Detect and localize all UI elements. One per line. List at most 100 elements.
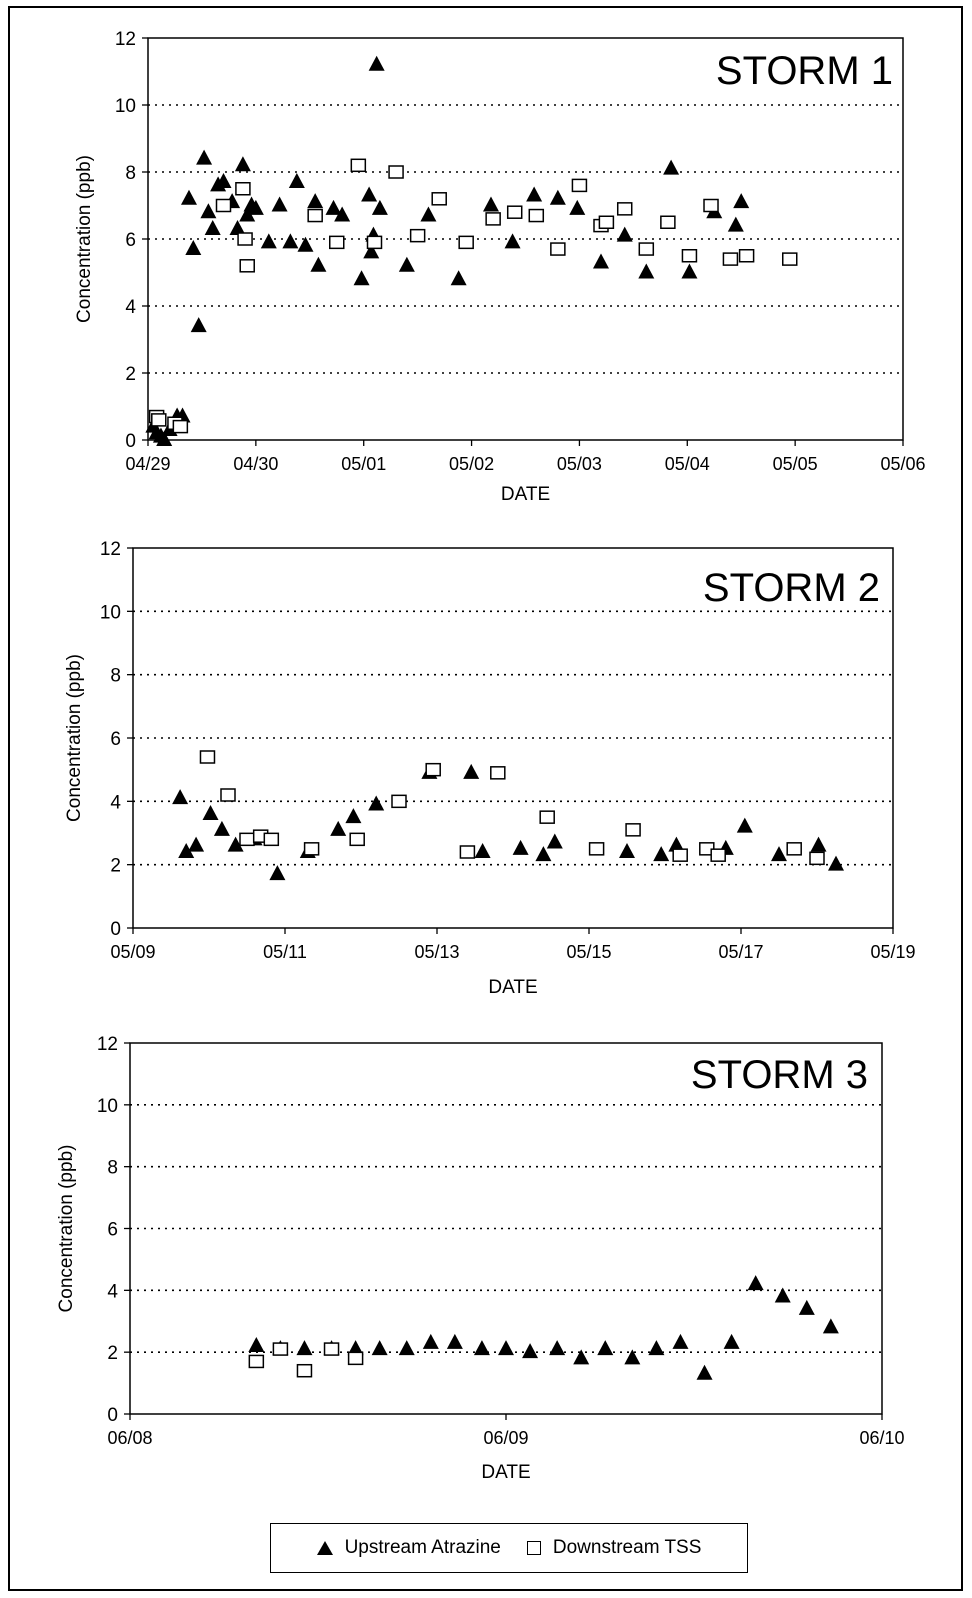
atrazine-point: [663, 159, 680, 175]
legend-label-atrazine: Upstream Atrazine: [344, 1537, 501, 1558]
atrazine-point: [736, 817, 753, 833]
atrazine-point: [774, 1287, 791, 1303]
tss-point: [215, 198, 232, 213]
y-tick-label: 10: [97, 1096, 118, 1117]
tss-point: [431, 192, 447, 206]
y-tick-label: 8: [107, 1158, 118, 1179]
x-tick-label: 05/05: [773, 454, 818, 474]
storm-1-chart: 0 2 4 6 8 10 12 04/29 04/30 05/01 05/02 05/03 05/04 0…: [74, 29, 926, 505]
atrazine-point: [822, 1318, 839, 1334]
tss-point: [239, 259, 255, 273]
atrazine-point: [347, 1340, 364, 1356]
tss-point: [248, 1354, 265, 1369]
atrazine-point: [569, 199, 586, 215]
tss-point: [391, 794, 407, 809]
tss-point: [307, 208, 323, 223]
atrazine-point: [446, 1333, 463, 1349]
atrazine-point: [188, 836, 205, 852]
atrazine-point: [204, 219, 221, 235]
x-tick-label: 05/11: [263, 942, 307, 962]
tss-point: [263, 832, 280, 847]
atrazine-point: [473, 1340, 490, 1356]
atrazine-point: [239, 206, 256, 222]
legend: Upstream Atrazine Downstream TSS: [270, 1523, 748, 1573]
y-tick-label: 4: [110, 792, 121, 813]
atrazine-point: [307, 193, 324, 209]
tss-point: [388, 165, 404, 179]
atrazine-point: [371, 199, 388, 215]
legend-item-tss: Downstream TSS: [526, 1537, 701, 1559]
atrazine-point: [828, 855, 844, 871]
x-tick-label: 05/01: [341, 454, 386, 474]
tss-point: [571, 178, 588, 193]
tss-point: [458, 235, 474, 250]
legend-item-atrazine: Upstream Atrazine: [316, 1537, 501, 1559]
tss-point: [638, 242, 655, 256]
atrazine-point: [247, 199, 264, 215]
y-tick-label: 12: [115, 29, 136, 50]
x-tick-label: 05/17: [718, 942, 763, 962]
y-tick-label: 12: [97, 1034, 118, 1055]
tss-point: [272, 1342, 289, 1356]
tss-point: [199, 750, 216, 764]
x-tick-label: 06/09: [483, 1428, 528, 1448]
atrazine-point: [422, 1333, 439, 1349]
atrazine-point: [450, 270, 467, 286]
atrazine-point: [296, 1340, 313, 1356]
tss-point: [220, 788, 236, 802]
atrazine-point: [213, 820, 230, 836]
y-tick-label: 10: [100, 602, 121, 623]
y-tick-label: 8: [125, 163, 136, 184]
atrazine-point: [420, 206, 437, 222]
chart-title: STORM 2: [703, 566, 880, 610]
tss-point: [303, 842, 320, 856]
y-axis-label: Concentration (ppb): [56, 1145, 77, 1313]
y-tick-label: 0: [107, 1405, 118, 1426]
y-tick-label: 4: [107, 1281, 118, 1302]
figure-frame: [8, 6, 963, 1591]
y-axis-label: Concentration (ppb): [74, 155, 95, 323]
atrazine-point: [368, 795, 385, 811]
atrazine-point: [361, 186, 378, 202]
tss-point: [490, 766, 506, 780]
x-tick-label: 05/09: [110, 942, 155, 962]
storm-3-chart: 0 2 4 6 8 10 12 06/08 06/09 06/10 DATE Concentratio…: [56, 1034, 905, 1483]
y-tick-label: 0: [110, 919, 121, 940]
atrazine-point: [200, 203, 217, 219]
x-tick-label: 05/02: [449, 454, 494, 474]
atrazine-point: [549, 1340, 566, 1356]
atrazine-point: [723, 1333, 740, 1349]
atrazine-point: [271, 196, 288, 212]
atrazine-point: [180, 189, 197, 205]
tss-point: [235, 182, 251, 196]
atrazine-point: [733, 193, 750, 209]
tss-point: [425, 762, 441, 777]
x-axis-label: DATE: [488, 977, 537, 998]
x-tick-label: 06/08: [107, 1428, 152, 1448]
atrazine-point: [727, 216, 744, 232]
atrazine-point: [619, 843, 635, 858]
y-tick-label: 2: [110, 856, 121, 877]
chart-title: STORM 3: [691, 1053, 868, 1097]
atrazine-point: [156, 431, 173, 446]
tss-point: [710, 848, 726, 862]
atrazine-point: [234, 156, 251, 172]
atrazine-point: [368, 55, 385, 71]
atrazine-point: [771, 846, 787, 862]
y-tick-label: 4: [125, 297, 136, 318]
atrazine-point: [593, 253, 609, 269]
x-tick-label: 05/13: [414, 942, 459, 962]
atrazine-point: [653, 846, 670, 862]
storm-2-chart: 0 2 4 6 8 10 12 05/09 05/11 05/13 05/15 05/17 05/19 D…: [64, 539, 916, 998]
tss-point: [598, 215, 615, 229]
x-tick-label: 04/29: [125, 454, 170, 474]
y-axis-label: Concentration (ppb): [64, 654, 85, 822]
atrazine-point: [288, 173, 305, 189]
atrazine-point: [549, 189, 566, 205]
x-tick-label: 05/15: [566, 942, 611, 962]
atrazine-point: [172, 789, 189, 805]
atrazine-point: [648, 1340, 665, 1356]
atrazine-point: [202, 805, 219, 820]
atrazine-point: [798, 1299, 815, 1315]
atrazine-point: [512, 839, 529, 855]
